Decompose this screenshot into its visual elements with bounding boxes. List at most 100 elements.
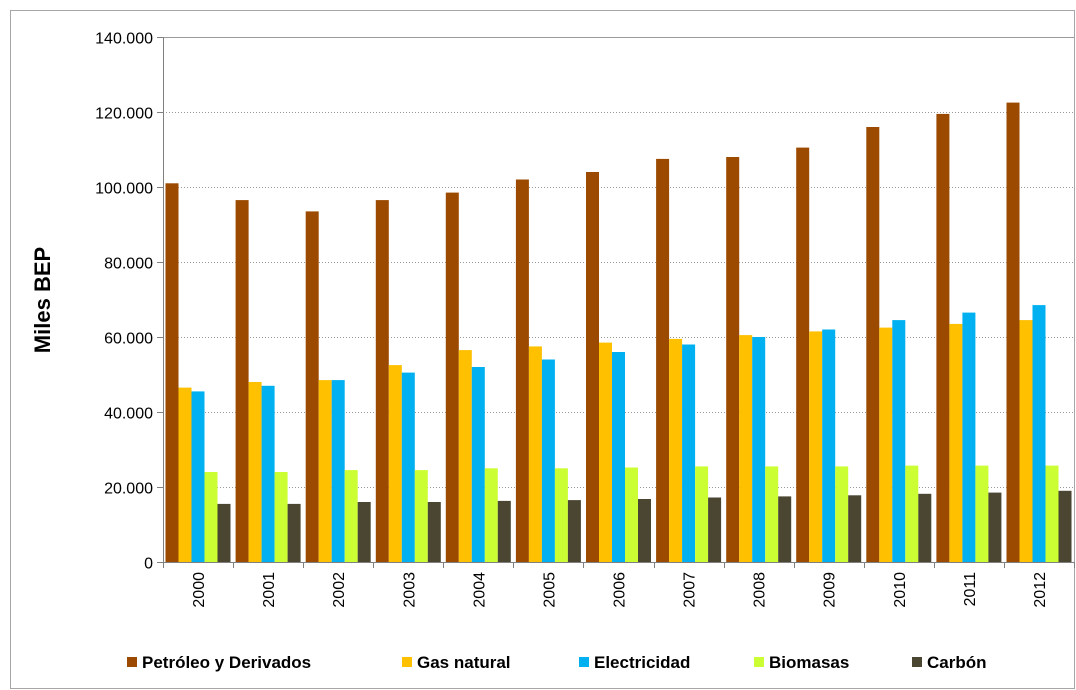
bar-electricidad-2007: [682, 344, 696, 562]
bar-petr-leo-y-derivados-2008: [726, 157, 740, 562]
legend-swatch: [127, 657, 137, 667]
y-tick-label: 100.000: [95, 181, 153, 198]
bar-gas-natural-2003: [388, 365, 402, 562]
bar-biomasas-2007: [695, 466, 709, 562]
bar-carb-n-2012: [1058, 490, 1072, 563]
x-tick-label: 2002: [331, 572, 348, 608]
bar-electricidad-2012: [1032, 305, 1046, 562]
bar-electricidad-2001: [261, 385, 275, 563]
bar-biomasas-2004: [484, 468, 498, 563]
x-tick-label: 2011: [962, 572, 979, 607]
bar-gas-natural-2000: [178, 387, 192, 562]
legend-swatch: [579, 657, 589, 667]
legend-item: Electricidad: [579, 653, 690, 672]
x-tick-label: 2010: [892, 572, 909, 608]
legend-item: Biomasas: [754, 653, 849, 672]
bar-petr-leo-y-derivados-2011: [936, 113, 950, 563]
legend-label: Carbón: [927, 653, 987, 672]
x-tick-label: 2001: [261, 572, 278, 608]
y-tick-label: 120.000: [95, 106, 153, 123]
bar-biomasas-2003: [414, 470, 428, 562]
y-tick-label: 0: [144, 556, 153, 573]
bar-biomasas-2006: [625, 467, 638, 562]
bar-biomasas-2002: [344, 470, 358, 562]
legend-label: Petróleo y Derivados: [142, 653, 311, 672]
y-tick-label: 20.000: [104, 481, 153, 498]
bar-petr-leo-y-derivados-2003: [375, 200, 389, 562]
legend-item: Carbón: [912, 653, 987, 672]
bar-electricidad-2002: [331, 380, 345, 562]
bar-carb-n-2001: [287, 503, 301, 562]
legend-swatch: [402, 657, 412, 667]
x-tick-label: 2007: [682, 572, 699, 608]
bar-gas-natural-2011: [949, 323, 963, 562]
bar-biomasas-2010: [905, 465, 919, 562]
bar-petr-leo-y-derivados-2004: [445, 192, 459, 562]
legend-label: Electricidad: [594, 653, 690, 672]
y-tick-label: 60.000: [104, 331, 153, 348]
y-tick-label: 140.000: [95, 31, 153, 48]
bar-petr-leo-y-derivados-2009: [796, 147, 810, 562]
bar-biomasas-2009: [835, 466, 849, 562]
bar-biomasas-2012: [1045, 465, 1059, 562]
bar-electricidad-2010: [892, 320, 906, 562]
bar-gas-natural-2007: [669, 338, 683, 562]
bar-gas-natural-2010: [879, 327, 893, 562]
bars: [165, 102, 1072, 563]
x-tick-label: 2008: [752, 572, 769, 608]
legend: Petróleo y Derivados Gas natural Electrici…: [127, 653, 987, 672]
bar-biomasas-2000: [204, 472, 218, 562]
bar-electricidad-2006: [612, 352, 625, 562]
bar-carb-n-2006: [638, 499, 651, 562]
x-axis: 2000 2001 2002 2003 2004 2005 2006 2007 2008 2009…: [163, 562, 1075, 608]
bar-carb-n-2010: [918, 493, 932, 563]
legend-swatch: [754, 657, 764, 667]
x-tick-label: 2003: [401, 572, 418, 608]
bar-carb-n-2009: [848, 495, 862, 563]
bar-carb-n-2008: [778, 496, 792, 562]
x-tick-label: 2009: [822, 572, 839, 608]
legend-item: Petróleo y Derivados: [127, 653, 311, 672]
bar-gas-natural-2004: [458, 350, 472, 562]
bar-gas-natural-2008: [739, 335, 753, 562]
bar-petr-leo-y-derivados-2006: [586, 172, 599, 562]
bar-gas-natural-2012: [1019, 320, 1033, 562]
bar-petr-leo-y-derivados-2010: [866, 127, 880, 562]
legend-item: Gas natural: [402, 653, 511, 672]
bar-electricidad-2008: [752, 337, 766, 562]
bar-biomasas-2011: [975, 465, 989, 562]
bar-biomasas-2008: [765, 466, 779, 562]
bar-carb-n-2000: [217, 503, 231, 562]
bar-carb-n-2004: [497, 500, 511, 562]
gridlines: [163, 37, 1074, 488]
bar-electricidad-2011: [962, 312, 976, 562]
x-tick-label: 2000: [191, 572, 208, 608]
bar-electricidad-2003: [401, 372, 415, 562]
x-tick-label: 2004: [471, 572, 488, 608]
bar-carb-n-2007: [708, 497, 722, 562]
bar-carb-n-2003: [427, 502, 441, 562]
y-axis: 0 20.000 40.000 60.000 80.000 100.000 120.000 1…: [95, 31, 164, 573]
legend-label: Biomasas: [769, 653, 849, 672]
bar-electricidad-2004: [471, 367, 485, 562]
x-tick-label: 2012: [1032, 572, 1049, 608]
bar-electricidad-2000: [191, 391, 205, 562]
bar-electricidad-2009: [822, 329, 836, 562]
y-axis-label: Miles BEP: [30, 247, 55, 353]
bar-carb-n-2005: [567, 500, 581, 562]
bar-biomasas-2005: [554, 468, 568, 563]
x-tick-label: 2006: [612, 572, 629, 608]
legend-swatch: [912, 657, 922, 667]
bar-gas-natural-2001: [248, 382, 262, 562]
bar-gas-natural-2005: [528, 346, 542, 562]
bar-gas-natural-2006: [599, 342, 612, 562]
x-tick-label: 2005: [541, 572, 558, 608]
y-tick-label: 80.000: [104, 256, 153, 273]
bar-electricidad-2005: [541, 359, 555, 562]
bar-gas-natural-2009: [809, 331, 823, 562]
bar-biomasas-2001: [274, 472, 288, 562]
bar-petr-leo-y-derivados-2005: [515, 179, 529, 562]
bar-petr-leo-y-derivados-2012: [1006, 102, 1020, 562]
bar-carb-n-2002: [357, 502, 371, 562]
